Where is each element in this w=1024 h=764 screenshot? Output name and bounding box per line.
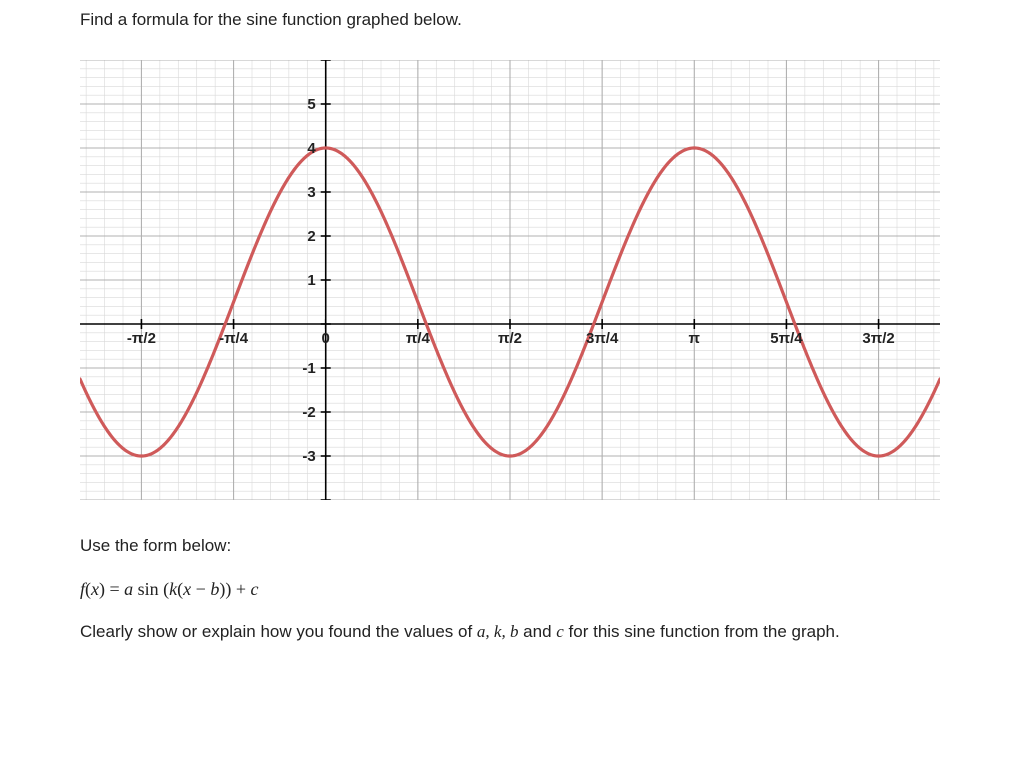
svg-text:3: 3: [307, 184, 315, 201]
svg-text:-3: -3: [302, 448, 315, 465]
explain-suffix: for this sine function from the graph.: [564, 622, 840, 641]
page: Find a formula for the sine function gra…: [0, 0, 1024, 764]
svg-text:-2: -2: [302, 404, 315, 421]
svg-text:3π/2: 3π/2: [862, 330, 894, 347]
question-text: Find a formula for the sine function gra…: [80, 10, 1024, 30]
svg-text:5π/4: 5π/4: [770, 330, 803, 347]
sine-chart: -π/2 -π/4 0 π/4 π/2 3π/4 π 5π/4 3π/2 5 4 3 2 1 -1 -2 -3: [80, 60, 940, 500]
explain-mid: and: [518, 622, 556, 641]
explain-prefix: Clearly show or explain how you found th…: [80, 622, 477, 641]
chart-container: -π/2 -π/4 0 π/4 π/2 3π/4 π 5π/4 3π/2 5 4 3 2 1 -1 -2 -3: [80, 60, 1024, 500]
svg-text:-π/2: -π/2: [127, 330, 156, 347]
svg-text:4: 4: [307, 140, 316, 157]
use-form-label: Use the form below:: [80, 530, 1024, 562]
explain-c: c: [556, 622, 564, 641]
formula: f(x) = a sin (k(x − b)) + c: [80, 572, 1024, 606]
explain-vars: a, k, b: [477, 622, 519, 641]
explain-text: Clearly show or explain how you found th…: [80, 616, 1024, 648]
svg-text:0: 0: [322, 330, 330, 347]
svg-text:3π/4: 3π/4: [586, 330, 619, 347]
svg-text:5: 5: [307, 96, 315, 113]
svg-text:1: 1: [307, 272, 315, 289]
svg-text:π: π: [689, 330, 701, 347]
svg-text:2: 2: [307, 228, 315, 245]
svg-text:π/2: π/2: [498, 330, 522, 347]
svg-text:-π/4: -π/4: [219, 330, 249, 347]
svg-text:-1: -1: [302, 360, 315, 377]
instructions: Use the form below: f(x) = a sin (k(x − …: [80, 530, 1024, 649]
svg-text:π/4: π/4: [406, 330, 431, 347]
